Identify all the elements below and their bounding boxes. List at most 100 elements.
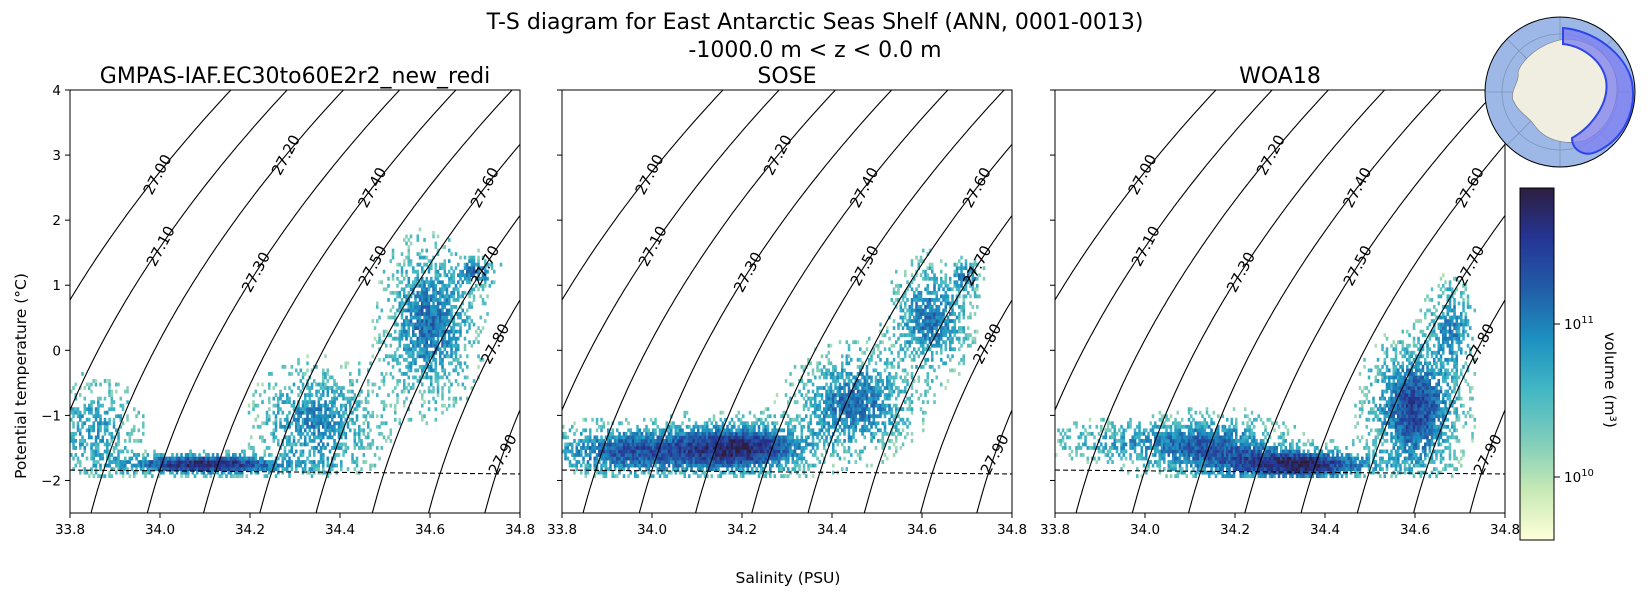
heatmap-cell [611, 474, 615, 479]
heatmap-cell [771, 438, 774, 443]
heatmap-cell [421, 340, 424, 345]
heatmap-cell [775, 421, 779, 426]
heatmap-cell [764, 470, 768, 475]
heatmap-cell [196, 463, 199, 468]
heatmap-cell [171, 456, 174, 461]
heatmap-cell [962, 315, 966, 320]
heatmap-cell [310, 414, 314, 419]
heatmap-cell [250, 435, 253, 440]
heatmap-cell [958, 315, 961, 320]
heatmap-cell [430, 354, 433, 359]
heatmap-cell [640, 442, 644, 447]
heatmap-cell [904, 389, 907, 394]
heatmap-cell [304, 407, 307, 412]
heatmap-cell [443, 287, 447, 292]
isopycnal-line [484, 408, 520, 513]
heatmap-cell [333, 424, 336, 429]
heatmap-cell [658, 435, 662, 440]
heatmap-cell [771, 435, 774, 440]
heatmap-cell [755, 417, 759, 422]
heatmap-cell [187, 453, 190, 457]
heatmap-cell [468, 276, 471, 281]
heatmap-cell [951, 336, 954, 341]
heatmap-cell [112, 400, 116, 405]
heatmap-cell [434, 343, 438, 348]
heatmap-cell [721, 424, 725, 429]
heatmap-cell [326, 442, 330, 447]
heatmap-cell [908, 354, 912, 359]
heatmap-cell [340, 403, 343, 408]
heatmap-cell [387, 276, 390, 281]
heatmap-cell [865, 417, 869, 422]
heatmap-cell [568, 460, 572, 464]
heatmap-cell [953, 283, 957, 288]
heatmap-cell [436, 276, 440, 281]
heatmap-cell [586, 463, 590, 468]
heatmap-cell [674, 435, 678, 440]
heatmap-cell [436, 305, 440, 309]
heatmap-cell [283, 424, 287, 429]
heatmap-cell [398, 417, 402, 422]
heatmap-cell [85, 417, 89, 422]
heatmap-cell [445, 407, 449, 412]
heatmap-cell [344, 446, 348, 450]
heatmap-cell [661, 442, 664, 447]
heatmap-cell [901, 407, 905, 412]
heatmap-cell [742, 470, 745, 475]
heatmap-cell [286, 463, 289, 468]
heatmap-cell [733, 431, 736, 436]
heatmap-cell [403, 400, 406, 405]
heatmap-cell [229, 467, 233, 471]
heatmap-cell [775, 428, 779, 433]
heatmap-cell [807, 428, 810, 433]
heatmap-cell [335, 382, 339, 387]
heatmap-cell [481, 297, 485, 302]
heatmap-cell [166, 463, 170, 468]
heatmap-cell [681, 449, 684, 454]
heatmap-cell [825, 428, 828, 433]
heatmap-cell [281, 467, 285, 471]
heatmap-cell [724, 446, 727, 450]
heatmap-cell [387, 333, 390, 338]
heatmap-cell [407, 329, 411, 334]
heatmap-cell [598, 470, 601, 475]
heatmap-cell [439, 326, 442, 330]
heatmap-cell [315, 424, 318, 429]
heatmap-cell [910, 357, 914, 362]
heatmap-cell [602, 470, 606, 475]
heatmap-cell [926, 336, 930, 341]
heatmap-cell [859, 428, 862, 433]
heatmap-cell [904, 340, 907, 345]
heatmap-cell [735, 456, 738, 461]
heatmap-cell [922, 312, 925, 316]
heatmap-cell [477, 269, 480, 274]
heatmap-cell [807, 435, 810, 440]
heatmap-cell [672, 449, 675, 454]
heatmap-cell [634, 460, 637, 464]
heatmap-cell [571, 442, 574, 447]
heatmap-cell [960, 329, 963, 334]
heatmap-cell [780, 449, 783, 454]
heatmap-cell [241, 460, 244, 464]
heatmap-cell [933, 326, 936, 330]
heatmap-cell [101, 421, 105, 426]
heatmap-cell [416, 326, 420, 330]
heatmap-cell [843, 456, 846, 461]
heatmap-cell [288, 470, 291, 475]
heatmap-cell [913, 297, 916, 302]
heatmap-cell [418, 262, 422, 267]
heatmap-cell [193, 453, 197, 457]
heatmap-cell [940, 315, 943, 320]
heatmap-cell [892, 319, 896, 323]
heatmap-cell [418, 283, 422, 288]
heatmap-cell [724, 456, 727, 461]
heatmap-cell [317, 449, 321, 454]
heatmap-cell [625, 442, 628, 447]
heatmap-cell [726, 428, 729, 433]
heatmap-cell [385, 403, 388, 408]
heatmap-cell [439, 280, 442, 285]
heatmap-cell [396, 262, 399, 267]
heatmap-cell [400, 312, 404, 316]
heatmap-cell [461, 290, 465, 295]
heatmap-cell [926, 305, 930, 309]
